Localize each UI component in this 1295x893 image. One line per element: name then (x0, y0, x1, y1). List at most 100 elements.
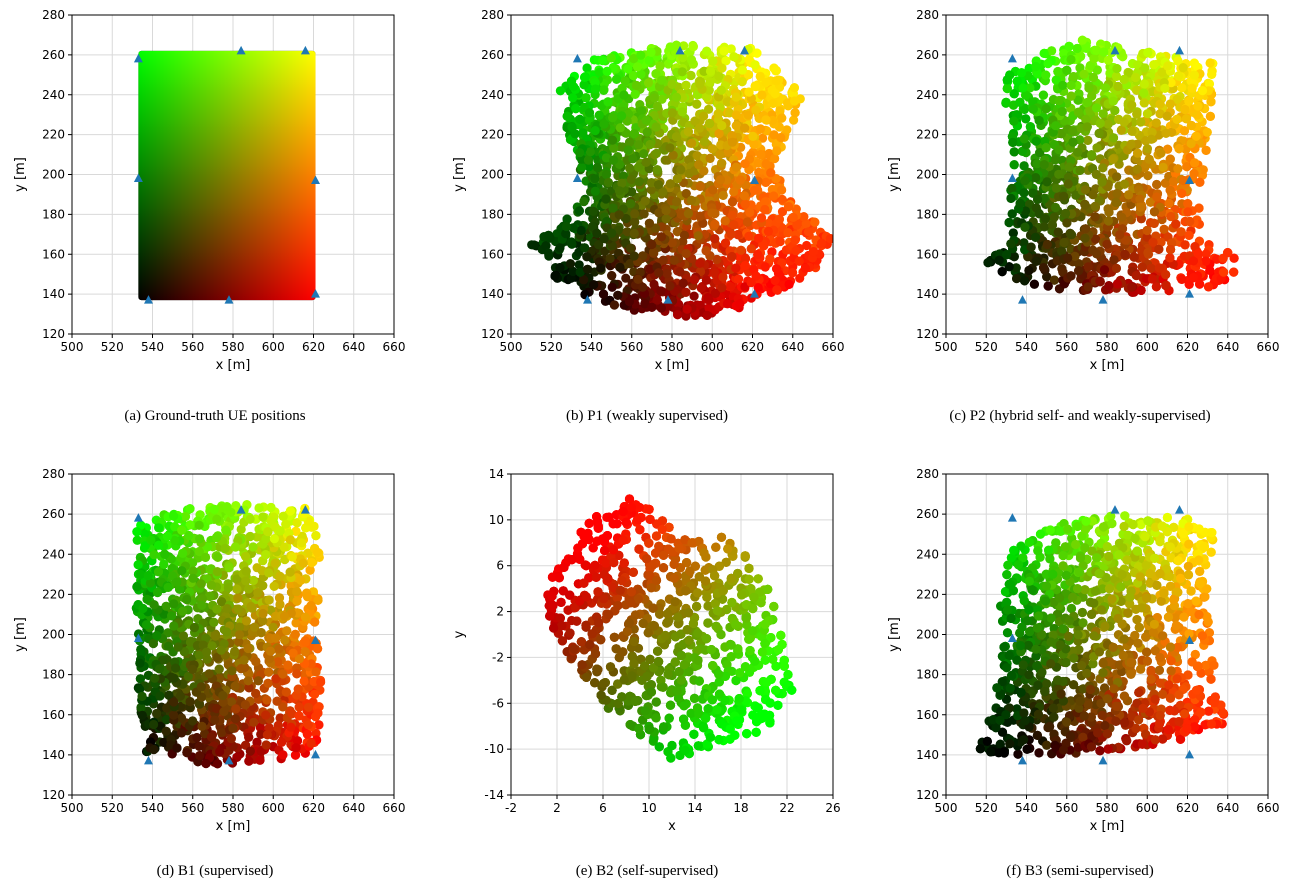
data-point (595, 111, 604, 120)
data-point (577, 226, 586, 235)
data-point (702, 246, 711, 255)
data-point (757, 213, 766, 222)
data-point (789, 213, 798, 222)
data-point (657, 303, 666, 312)
data-point (694, 231, 703, 240)
data-point (705, 119, 714, 128)
data-point (1130, 253, 1139, 262)
data-point (772, 285, 781, 294)
data-point (579, 197, 588, 206)
data-point (715, 129, 724, 138)
data-point (695, 80, 704, 89)
data-point (726, 282, 735, 291)
data-point (682, 249, 691, 258)
data-point (673, 310, 682, 319)
data-point (759, 241, 768, 250)
data-point (714, 72, 723, 81)
data-point (599, 290, 608, 299)
data-point (1054, 145, 1063, 154)
data-point (642, 116, 651, 125)
data-point (683, 305, 692, 314)
data-point (656, 62, 665, 71)
data-point (826, 234, 835, 243)
data-point (635, 177, 644, 186)
data-point (1112, 64, 1121, 73)
data-point (608, 203, 617, 212)
data-point (687, 55, 696, 64)
data-point (729, 52, 738, 61)
y-tick-label: 140 (481, 287, 504, 301)
data-point (575, 206, 584, 215)
data-point (1019, 188, 1028, 197)
data-point (717, 283, 726, 292)
data-point (649, 248, 658, 257)
data-point (580, 73, 589, 82)
data-point (621, 274, 630, 283)
data-point (1020, 161, 1029, 170)
data-point (736, 246, 745, 255)
data-point (718, 272, 727, 281)
data-point (766, 168, 775, 177)
x-tick-label: 540 (580, 340, 603, 354)
data-point (729, 220, 738, 229)
data-point (680, 231, 689, 240)
data-point (790, 236, 799, 245)
data-point (591, 84, 600, 93)
data-point (628, 154, 637, 163)
data-point (777, 114, 786, 123)
data-point (708, 144, 717, 153)
data-point (662, 214, 671, 223)
data-point (728, 211, 737, 220)
data-point (804, 227, 813, 236)
data-point (708, 57, 717, 66)
data-point (690, 292, 699, 301)
data-point (785, 280, 794, 289)
y-tick-label: 220 (481, 128, 504, 142)
data-point (675, 267, 684, 276)
y-axis-label: y [m] (13, 157, 28, 192)
data-point (575, 115, 584, 124)
data-point (571, 104, 580, 113)
data-point (745, 208, 754, 217)
data-point (750, 60, 759, 69)
data-point (717, 64, 726, 73)
data-point (653, 165, 662, 174)
x-tick-label: 620 (302, 340, 325, 354)
data-point (645, 56, 654, 65)
data-point (585, 108, 594, 117)
data-point (776, 133, 785, 142)
data-point (810, 218, 819, 227)
data-point (707, 208, 716, 217)
data-point (761, 115, 770, 124)
data-point (643, 128, 652, 137)
data-point (727, 230, 736, 239)
data-point (623, 64, 632, 73)
data-point (771, 66, 780, 75)
data-point (747, 278, 756, 287)
data-point (646, 48, 655, 57)
data-point (577, 163, 586, 172)
data-point (732, 121, 741, 130)
x-tick-label: 560 (620, 340, 643, 354)
data-point (717, 121, 726, 130)
data-point (626, 244, 635, 253)
data-point (668, 80, 677, 89)
data-point (732, 111, 741, 120)
data-point (756, 124, 765, 133)
data-point (738, 77, 747, 86)
data-point (599, 85, 608, 94)
data-point (998, 267, 1007, 276)
data-point (641, 196, 650, 205)
data-point (1203, 128, 1212, 137)
data-point (646, 140, 655, 149)
data-point (1183, 199, 1192, 208)
data-point (1043, 59, 1052, 68)
data-point (1140, 63, 1149, 72)
data-point (575, 148, 584, 157)
data-point (616, 123, 625, 132)
data-point (1088, 190, 1097, 199)
data-point (1166, 212, 1175, 221)
